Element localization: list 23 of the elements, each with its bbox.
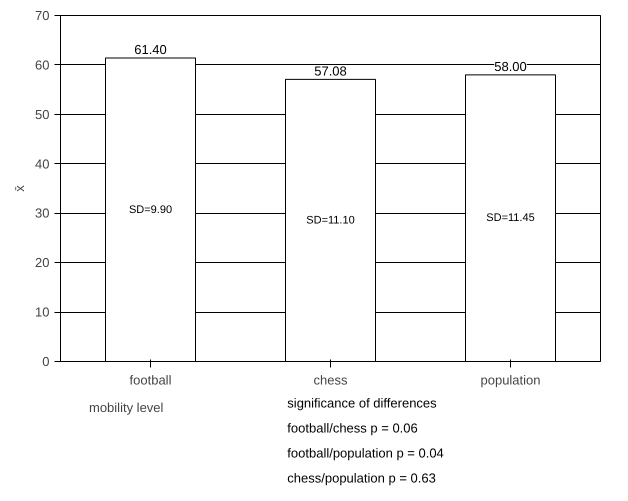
text: mobility level	[89, 400, 164, 415]
y-tick-label: 70	[35, 8, 50, 23]
y-axis-title: x̄	[12, 184, 28, 192]
annotation: SD=11.45	[486, 212, 535, 224]
annotation: SD=11.10	[306, 214, 355, 226]
y-tick-label: 20	[35, 255, 50, 270]
text: chess/population p = 0.63	[287, 470, 436, 486]
text: significance of differences	[287, 396, 438, 410]
y-tick-label: 30	[35, 206, 50, 221]
text: 57.08	[314, 63, 347, 78]
y-tick-label: 60	[35, 57, 50, 72]
y-tick-label: 40	[35, 156, 50, 172]
text: football/population p = 0.04	[287, 446, 444, 460]
text: football/chess p = 0.06	[287, 420, 418, 436]
y-tick-label: 10	[35, 304, 50, 320]
text: 58.00	[494, 58, 527, 74]
y-tick-label: 0	[42, 354, 50, 369]
text: 61.40	[134, 42, 167, 58]
x-tick-label: chess	[314, 372, 348, 388]
x-tick-label: population	[480, 372, 540, 388]
annotation: SD=9.90	[128, 204, 172, 216]
y-tick-label: 50	[35, 106, 50, 122]
x-tick-label: football	[130, 372, 172, 388]
